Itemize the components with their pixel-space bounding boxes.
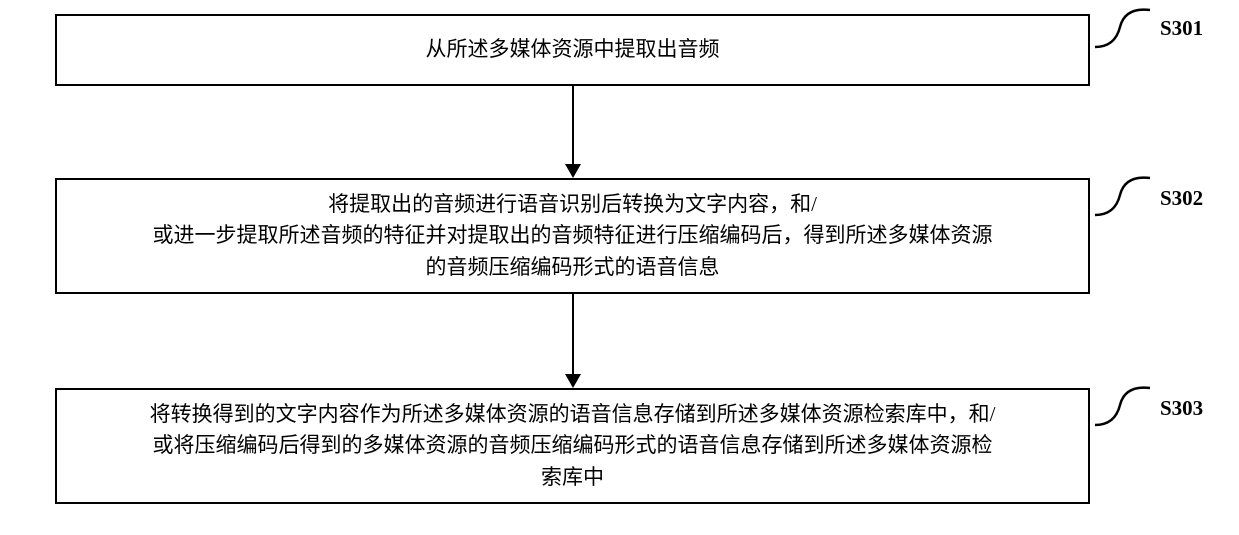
brace-s301 (1090, 2, 1160, 52)
flowchart-canvas: 从所述多媒体资源中提取出音频 S301 将提取出的音频进行语音识别后转换为文字内… (0, 0, 1239, 535)
brace-s303 (1090, 380, 1160, 430)
flow-node-s301-text: 从所述多媒体资源中提取出音频 (426, 34, 720, 66)
flow-label-s303: S303 (1160, 396, 1203, 421)
flow-node-s301: 从所述多媒体资源中提取出音频 (55, 14, 1090, 86)
flow-edge-2 (561, 294, 585, 388)
flow-label-s301: S301 (1160, 16, 1203, 41)
flow-node-s302: 将提取出的音频进行语音识别后转换为文字内容，和/或进一步提取所述音频的特征并对提… (55, 178, 1090, 294)
flow-label-s302: S302 (1160, 186, 1203, 211)
flow-node-s302-text: 将提取出的音频进行语音识别后转换为文字内容，和/或进一步提取所述音频的特征并对提… (153, 189, 993, 284)
flow-node-s303: 将转换得到的文字内容作为所述多媒体资源的语音信息存储到所述多媒体资源检索库中，和… (55, 388, 1090, 504)
flow-edge-1 (561, 86, 585, 178)
brace-s302 (1090, 170, 1160, 220)
flow-node-s303-text: 将转换得到的文字内容作为所述多媒体资源的语音信息存储到所述多媒体资源检索库中，和… (150, 399, 996, 494)
